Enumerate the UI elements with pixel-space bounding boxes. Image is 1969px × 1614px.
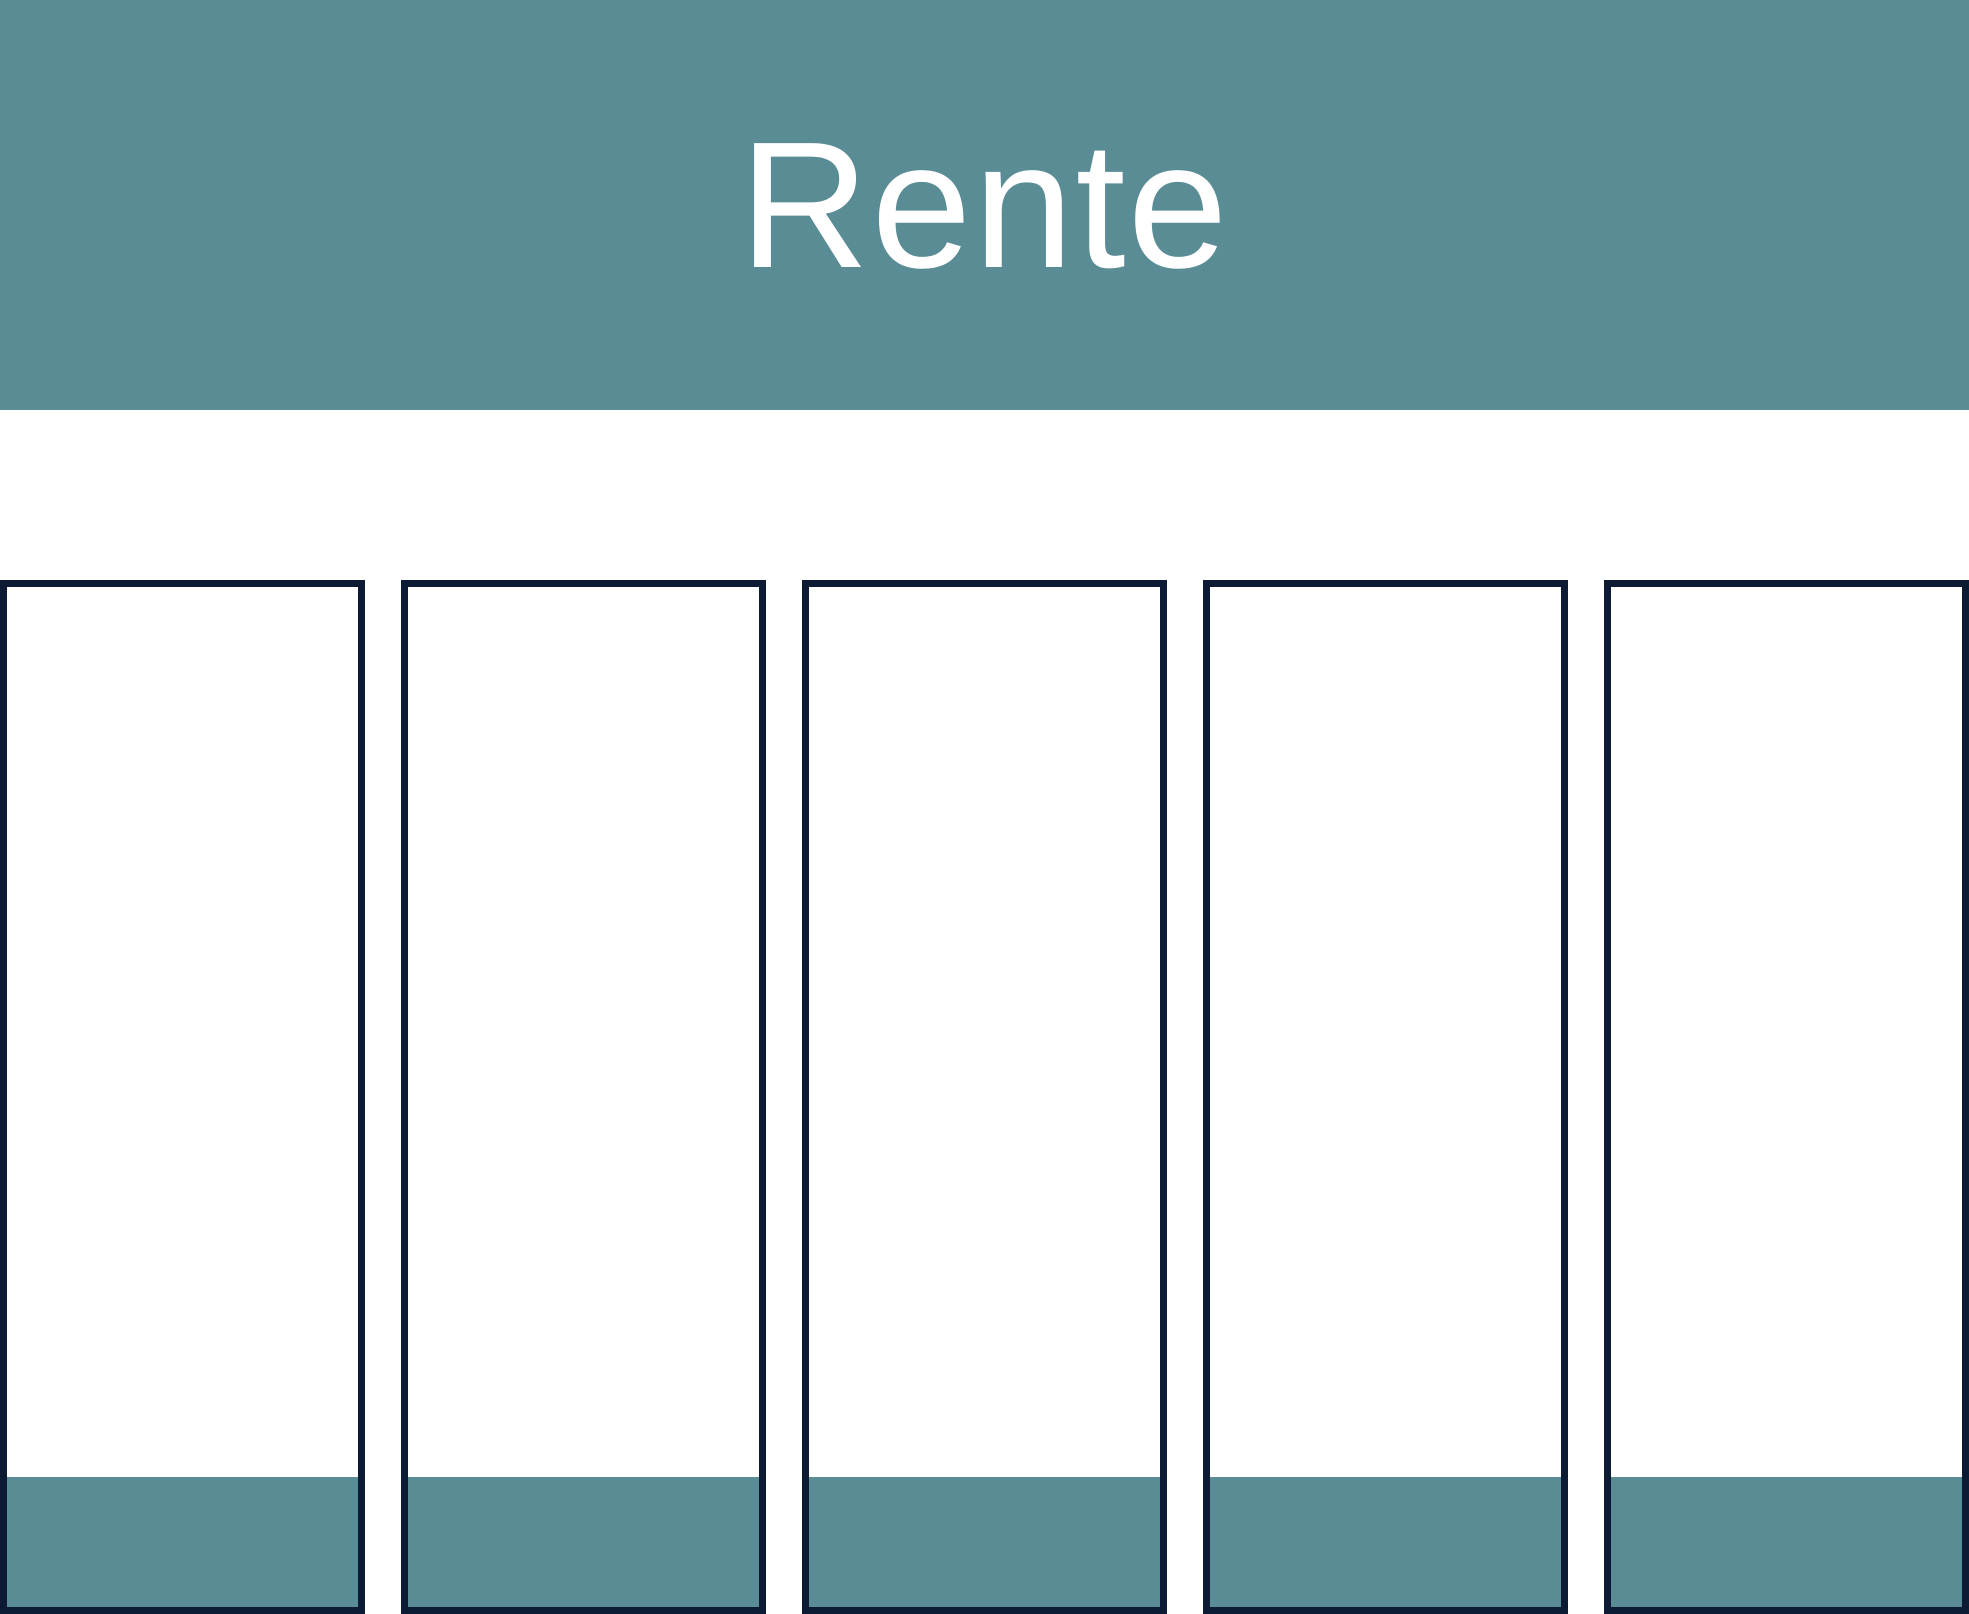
bar-container (802, 580, 1167, 1614)
bar-fill (408, 1477, 759, 1607)
page-title: Rente (739, 102, 1229, 309)
bar-container (1203, 580, 1568, 1614)
bar-fill (7, 1477, 358, 1607)
bar-container (401, 580, 766, 1614)
bar-container (0, 580, 365, 1614)
bar-fill (1611, 1477, 1962, 1607)
bar-fill (809, 1477, 1160, 1607)
bar-chart (0, 580, 1969, 1614)
header: Rente (0, 0, 1969, 410)
bar-fill (1210, 1477, 1561, 1607)
bar-container (1604, 580, 1969, 1614)
